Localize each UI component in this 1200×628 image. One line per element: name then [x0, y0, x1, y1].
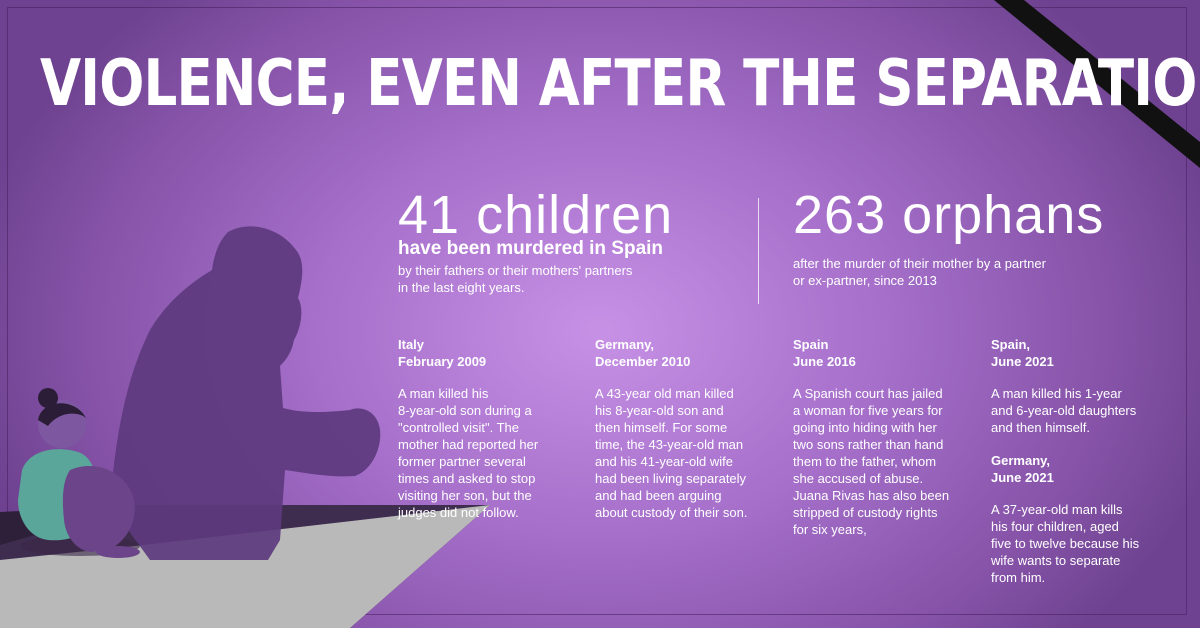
case-heading-line: June 2016 [793, 354, 856, 369]
case-heading-line: December 2010 [595, 354, 691, 369]
case-body-line: two sons rather than hand [793, 437, 944, 452]
case-heading-line: February 2009 [398, 354, 487, 369]
case-body-line: visiting her son, but the [398, 488, 532, 503]
case-body-line: A Spanish court has jailed [793, 386, 943, 401]
case-body-line: then himself. For some [595, 420, 728, 435]
case-heading-line: Spain [793, 337, 829, 352]
case-heading-line: Germany, [595, 337, 655, 352]
case-body-line: former partner several [398, 454, 526, 469]
stat-orphans-detail-line: or ex-partner, since 2013 [793, 273, 937, 288]
frame-border [7, 7, 1187, 615]
case-germany-2010: Germany, December 2010 A 43-year old man… [595, 336, 770, 521]
page-title: VIOLENCE, EVEN AFTER THE SEPARATION [40, 47, 1200, 121]
case-heading: Spain, June 2021 [991, 336, 1156, 370]
shadow-silhouette-illustration [110, 226, 381, 560]
case-body-line: "controlled visit". The [398, 420, 519, 435]
case-body-line: judges did not follow. [398, 505, 519, 520]
case-body: A 37-year-old man kills his four childre… [991, 501, 1156, 586]
case-column-2021: Spain, June 2021 A man killed his 1-year… [991, 336, 1156, 586]
case-body-line: mother had reported her [398, 437, 539, 452]
case-body-line: and his 41-year-old wife [595, 454, 734, 469]
case-body-line: had been living separately [595, 471, 747, 486]
case-body-line: and had been arguing [595, 488, 722, 503]
case-body-line: going into hiding with her [793, 420, 937, 435]
case-body-line: for six years, [793, 522, 867, 537]
stat-children-detail-line: in the last eight years. [398, 280, 525, 295]
case-body: A Spanish court has jailed a woman for f… [793, 385, 968, 538]
case-body-line: A 43-year old man killed [595, 386, 734, 401]
case-heading: Spain June 2016 [793, 336, 968, 370]
case-heading: Germany, June 2021 [991, 452, 1156, 486]
stat-orphans-number: 263 orphans [793, 185, 1105, 245]
case-heading: Italy February 2009 [398, 336, 573, 370]
mourning-ribbon-icon [994, 0, 1200, 168]
case-heading-line: Italy [398, 337, 425, 352]
case-body-line: and then himself. [991, 420, 1091, 435]
case-body-line: wife wants to separate [991, 553, 1121, 568]
case-body-line: about custody of their son. [595, 505, 748, 520]
case-body: A 43-year old man killed his 8-year-old … [595, 385, 770, 521]
case-body-line: times and asked to stop [398, 471, 536, 486]
case-heading-line: June 2021 [991, 470, 1054, 485]
case-body-line: 8-year-old son during a [398, 403, 532, 418]
case-body-line: them to the father, whom [793, 454, 937, 469]
case-body-line: five to twelve because his [991, 536, 1140, 551]
floor-light [0, 505, 490, 628]
case-body-line: a woman for five years for [793, 403, 943, 418]
case-body-line: she accused of abuse. [793, 471, 924, 486]
case-body-line: his four children, aged [991, 519, 1119, 534]
case-italy-2009: Italy February 2009 A man killed his 8-y… [398, 336, 573, 521]
case-body: A man killed his 1-year and 6-year-old d… [991, 385, 1156, 436]
case-body-line: from him. [991, 570, 1046, 585]
case-heading-line: Germany, [991, 453, 1051, 468]
case-body-line: stripped of custody rights [793, 505, 938, 520]
case-body-line: time, the 43-year-old man [595, 437, 744, 452]
case-body-line: and 6-year-old daughters [991, 403, 1137, 418]
case-body-line: A man killed his 1-year [991, 386, 1122, 401]
stat-children-headline: have been murdered in Spain [398, 238, 664, 259]
case-heading-line: June 2021 [991, 354, 1054, 369]
stat-orphans-detail: after the murder of their mother by a pa… [793, 255, 1046, 289]
case-body-line: his 8-year-old son and [595, 403, 724, 418]
crouching-child-illustration [18, 388, 140, 558]
case-body-line: A man killed his [398, 386, 489, 401]
stat-children-number: 41 children [398, 185, 674, 245]
case-body-line: A 37-year-old man kills [991, 502, 1123, 517]
stat-orphans-detail-line: after the murder of their mother by a pa… [793, 256, 1046, 271]
stat-children-detail-line: by their fathers or their mothers' partn… [398, 263, 633, 278]
stats-divider [758, 198, 759, 304]
case-heading: Germany, December 2010 [595, 336, 770, 370]
case-body: A man killed his 8-year-old son during a… [398, 385, 573, 521]
case-body-line: Juana Rivas has also been [793, 488, 950, 503]
case-heading-line: Spain, [991, 337, 1031, 352]
case-spain-2016: Spain June 2016 A Spanish court has jail… [793, 336, 968, 538]
stat-children-detail: by their fathers or their mothers' partn… [398, 262, 632, 296]
